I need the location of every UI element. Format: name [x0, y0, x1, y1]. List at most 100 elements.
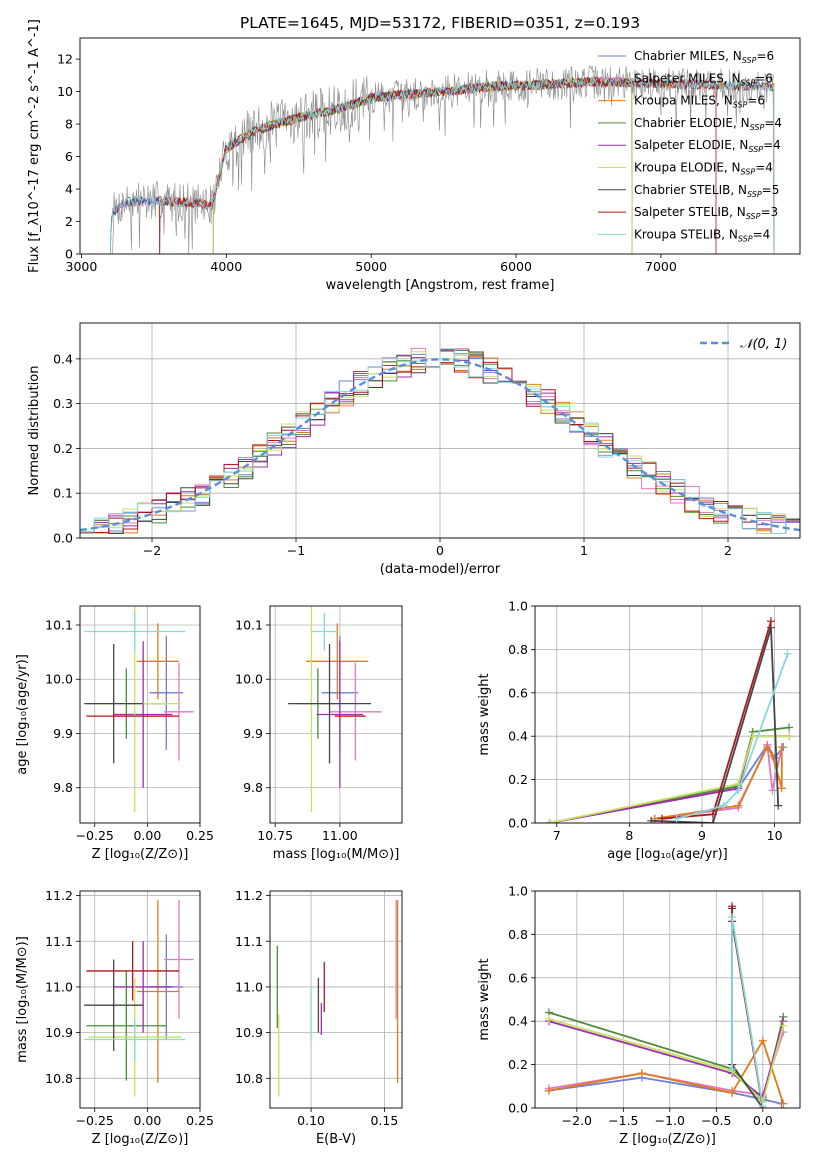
weight-marker: [672, 814, 681, 823]
legend-subscript: SSP: [733, 101, 748, 110]
y-tick-label: 10.9: [235, 1025, 263, 1040]
weight-marker: [728, 913, 737, 922]
y-tick-label: 0.4: [508, 729, 528, 744]
weight-vs-metallicity-panel: −2.0 −1.5 −1.0 −0.5 0.0 0.0 0.2 0.4 0.6 0.8 1.0 Z […: [477, 884, 801, 1147]
errorbar-point: [311, 612, 338, 651]
weight-marker: [774, 801, 783, 810]
weight-vs-age-panel: 7 8 9 10 0.0 0.2 0.4 0.6 0.8 1.0 age [log₁₀(age/yr…: [477, 599, 801, 862]
legend-model-name: Salpeter MILES,: [634, 71, 732, 85]
plot-area: [545, 617, 794, 823]
legend-model-name: Salpeter ELODIE,: [634, 138, 739, 152]
x-tick-label: 9: [698, 828, 706, 843]
y-tick-label: 0: [65, 247, 73, 262]
weight-marker: [734, 801, 743, 810]
legend-nssp-value: =4: [763, 138, 781, 152]
errorbar-point: [288, 643, 371, 764]
weight-marker: [708, 819, 717, 823]
mass-vs-metallicity-panel: −0.25 0.00 0.25 10.8 10.9 11.0 11.1 11.2 Z [log₁…: [15, 888, 214, 1147]
x-axis-label: age [log₁₀(age/yr)]: [607, 847, 728, 862]
y-tick-label: 9.8: [53, 780, 73, 795]
plot-area: [80, 347, 800, 538]
errorbar-point: [136, 623, 179, 700]
legend-nssp-value: =3: [760, 205, 778, 219]
legend-label: Chabrier STELIB, NSSP=5: [634, 183, 779, 199]
legend-label: Salpeter MILES, NSSP=6: [634, 71, 773, 87]
legend-model-name: Kroupa STELIB,: [634, 227, 729, 241]
axes-frame: [534, 605, 801, 824]
grid-lines: [270, 891, 402, 1108]
x-tick-label: 0.00: [133, 1113, 161, 1128]
weight-line: [548, 1076, 782, 1105]
legend-nssp-value: =4: [753, 227, 771, 241]
legend-n: N: [733, 49, 742, 63]
axes-frame: [269, 890, 403, 1109]
weight-marker: [544, 1015, 553, 1024]
legend-n: N: [737, 205, 746, 219]
weight-marker: [758, 1101, 767, 1108]
legend-label: Salpeter STELIB, NSSP=3: [634, 205, 778, 221]
weight-marker: [779, 1021, 788, 1030]
x-tick-label: 0.0: [753, 1113, 773, 1128]
legend-subscript: SSP: [741, 78, 756, 87]
legend-n: N: [738, 183, 747, 197]
x-tick-label: −0.25: [76, 828, 114, 843]
errorbar-point: [136, 900, 179, 1083]
legend-n: N: [732, 71, 741, 85]
grid-lines: [535, 605, 800, 824]
errorbar-point: [86, 970, 167, 1081]
legend-nssp-value: =6: [756, 49, 774, 63]
x-tick-label: 11.00: [322, 828, 358, 843]
weight-marker: [658, 814, 667, 823]
weight-series-kroupa-stelib: [728, 913, 767, 1108]
errorbar-point: [84, 643, 144, 764]
y-tick-label: 9.8: [243, 780, 263, 795]
legend-subscript: SSP: [750, 123, 765, 132]
x-tick-label: 0.00: [133, 828, 161, 843]
weight-line: [654, 745, 783, 820]
mass-vs-ebv-panel: 0.10 0.15 10.8 10.9 11.0 11.1 11.2 E(B-V): [235, 888, 403, 1147]
x-tick-label: 0.25: [186, 1113, 214, 1128]
y-tick-label: 12: [57, 52, 73, 67]
x-tick-label: 7000: [645, 259, 677, 274]
weight-marker: [544, 1086, 553, 1095]
y-tick-label: 11.0: [235, 979, 263, 994]
weight-marker: [768, 751, 777, 760]
weight-line: [676, 653, 789, 820]
weight-marker: [785, 732, 794, 741]
weight-marker: [728, 902, 737, 911]
weight-marker: [763, 743, 772, 752]
axes-frame: [534, 890, 801, 1109]
x-tick-label: −1: [287, 543, 305, 558]
legend-subscript: SSP: [746, 212, 761, 221]
y-tick-label: 8: [65, 117, 73, 132]
errorbar-point: [84, 1018, 186, 1061]
weight-series-kroupa-miles: [544, 1036, 788, 1108]
errorbar-point: [86, 941, 179, 1001]
residuals-panel: −2 −1 0 1 2 0.0 0.1 0.2 0.3 0.4 (data-model)/error…: [27, 322, 801, 577]
errorbar-point: [113, 941, 173, 1033]
y-tick-label: 0.0: [508, 816, 528, 831]
x-tick-label: 10: [767, 828, 783, 843]
weight-marker: [748, 732, 757, 741]
y-axis-label: Normed distribution: [27, 366, 42, 496]
weight-marker: [719, 801, 728, 810]
weight-line: [549, 735, 790, 823]
weight-marker: [785, 723, 794, 732]
weight-line: [548, 1038, 785, 1104]
x-axis-label: E(B-V): [316, 1132, 356, 1147]
plot-area: [276, 900, 399, 1097]
y-tick-label: 0.3: [53, 396, 73, 411]
x-tick-label: 0.15: [370, 1113, 398, 1128]
y-tick-label: 0.2: [508, 772, 528, 787]
x-axis-label: Z [log₁₀(Z/Z⊙)]: [92, 847, 189, 862]
legend-nssp-value: =6: [747, 94, 765, 108]
weight-marker: [766, 617, 775, 626]
errorbar-point: [164, 900, 194, 1019]
weight-marker: [777, 743, 786, 752]
y-tick-label: 0.8: [508, 927, 528, 942]
legend-model-name: Chabrier STELIB,: [634, 183, 738, 197]
normal-legend-label: 𝒩(0, 1): [740, 337, 787, 352]
y-tick-label: 10.0: [235, 672, 263, 687]
legend-model-name: Chabrier MILES,: [634, 49, 733, 63]
y-tick-label: 10.0: [45, 672, 73, 687]
